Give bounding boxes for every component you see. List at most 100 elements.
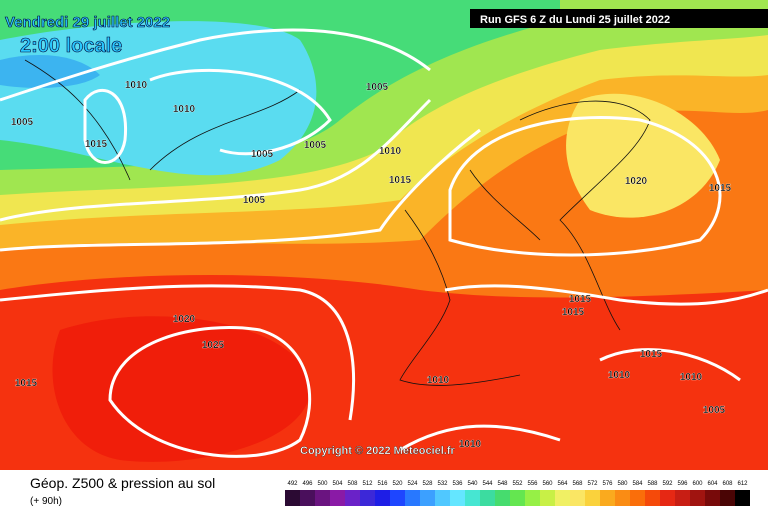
- legend-label: 604: [707, 481, 718, 487]
- legend-label: 512: [362, 481, 373, 487]
- legend-swatch: [495, 490, 510, 506]
- legend-label: 524: [407, 481, 418, 487]
- band-scandi-yellow: [566, 93, 720, 218]
- legend-label: 576: [602, 481, 613, 487]
- legend-swatch: [375, 490, 390, 506]
- legend-swatch: [330, 490, 345, 506]
- legend-swatch: [645, 490, 660, 506]
- isobar: [448, 116, 722, 257]
- legend-label: 592: [662, 481, 673, 487]
- isobar-label: 1010: [173, 104, 196, 115]
- isobar: [0, 98, 432, 222]
- legend-label: 520: [392, 481, 403, 487]
- legend-label: 540: [467, 481, 478, 487]
- legend-label: 496: [302, 481, 313, 487]
- legend-label: 588: [647, 481, 658, 487]
- legend-swatch: [615, 490, 630, 506]
- isobar: [0, 128, 481, 252]
- isobar-label: 1015: [85, 139, 108, 150]
- band-blue: [0, 55, 100, 88]
- legend-label: 552: [512, 481, 523, 487]
- isobar: [0, 28, 431, 102]
- legend-swatch: [585, 490, 600, 506]
- isobar-label: 1005: [366, 82, 389, 93]
- band-cyan: [0, 21, 317, 176]
- legend-swatch: [720, 490, 735, 506]
- isobar-label: 1010: [379, 146, 402, 157]
- isobar: [108, 326, 312, 458]
- isobar-label: 1015: [15, 378, 38, 389]
- legend-swatch: [480, 490, 495, 506]
- isobar-label: 1020: [173, 314, 196, 325]
- legend-label: 528: [422, 481, 433, 487]
- legend-swatch: [315, 490, 330, 506]
- isobar-label: 1005: [243, 195, 266, 206]
- isobar-label: 1010: [427, 375, 450, 386]
- isobar: [0, 284, 355, 421]
- copyright: Copyright © 2022 Meteociel.fr: [300, 445, 456, 457]
- legend-label: 516: [377, 481, 388, 487]
- isobar-label: 1005: [304, 140, 327, 151]
- isobar-label: 1020: [625, 176, 648, 187]
- legend-label: 560: [542, 481, 553, 487]
- isobar-label: 1015: [569, 294, 592, 305]
- legend-swatch: [735, 490, 750, 506]
- legend-swatch: [555, 490, 570, 506]
- legend-label: 492: [287, 481, 298, 487]
- isobar-label: 1005: [251, 149, 274, 160]
- legend-swatch: [450, 490, 465, 506]
- isobar-label: 1005: [703, 405, 726, 416]
- legend-swatch: [510, 490, 525, 506]
- legend-swatch: [465, 490, 480, 506]
- legend-label: 600: [692, 481, 703, 487]
- legend-swatch: [525, 490, 540, 506]
- legend-swatch: [540, 490, 555, 506]
- legend-swatch: [345, 490, 360, 506]
- isobar-label: 1015: [709, 183, 732, 194]
- forecast-date: Vendredi 29 juillet 2022: [5, 14, 170, 31]
- footer-title: Géop. Z500 & pression au sol: [30, 475, 215, 491]
- forecast-time: 2:00 locale: [20, 35, 122, 57]
- legend-label: 572: [587, 481, 598, 487]
- isobar-label: 1015: [562, 307, 585, 318]
- legend-label: 564: [557, 481, 568, 487]
- legend-label: 548: [497, 481, 508, 487]
- legend-label: 536: [452, 481, 463, 487]
- legend-swatch: [300, 490, 315, 506]
- run-info: Run GFS 6 Z du Lundi 25 juillet 2022: [480, 14, 670, 26]
- isobar: [444, 284, 768, 306]
- legend-label: 596: [677, 481, 688, 487]
- isobar: [149, 68, 332, 156]
- isobar-label: 1015: [389, 175, 412, 186]
- legend-swatch: [360, 490, 375, 506]
- legend-label: 532: [437, 481, 448, 487]
- run-box: [470, 9, 768, 28]
- legend-swatch: [570, 490, 585, 506]
- forecast-lead: (+ 90h): [30, 496, 62, 507]
- legend-label: 508: [347, 481, 358, 487]
- band-red-high: [52, 316, 311, 462]
- isobar-label: 1010: [608, 370, 631, 381]
- isobar-label: 1005: [11, 117, 34, 128]
- legend-swatch: [420, 490, 435, 506]
- legend-swatch: [390, 490, 405, 506]
- isobar: [83, 89, 128, 164]
- legend-swatch: [405, 490, 420, 506]
- legend-swatch: [660, 490, 675, 506]
- legend-label: 556: [527, 481, 538, 487]
- legend-swatch: [630, 490, 645, 506]
- legend-swatch: [285, 490, 300, 506]
- coastline: [24, 59, 651, 386]
- legend-label: 580: [617, 481, 628, 487]
- isobar-label: 1010: [125, 80, 148, 91]
- isobar: [399, 348, 741, 452]
- legend-label: 568: [572, 481, 583, 487]
- legend-label: 504: [332, 481, 343, 487]
- isobar-label: 1025: [202, 340, 225, 351]
- legend-swatch: [435, 490, 450, 506]
- legend-label: 608: [722, 481, 733, 487]
- isobar-label: 1015: [640, 349, 663, 360]
- legend-swatch: [705, 490, 720, 506]
